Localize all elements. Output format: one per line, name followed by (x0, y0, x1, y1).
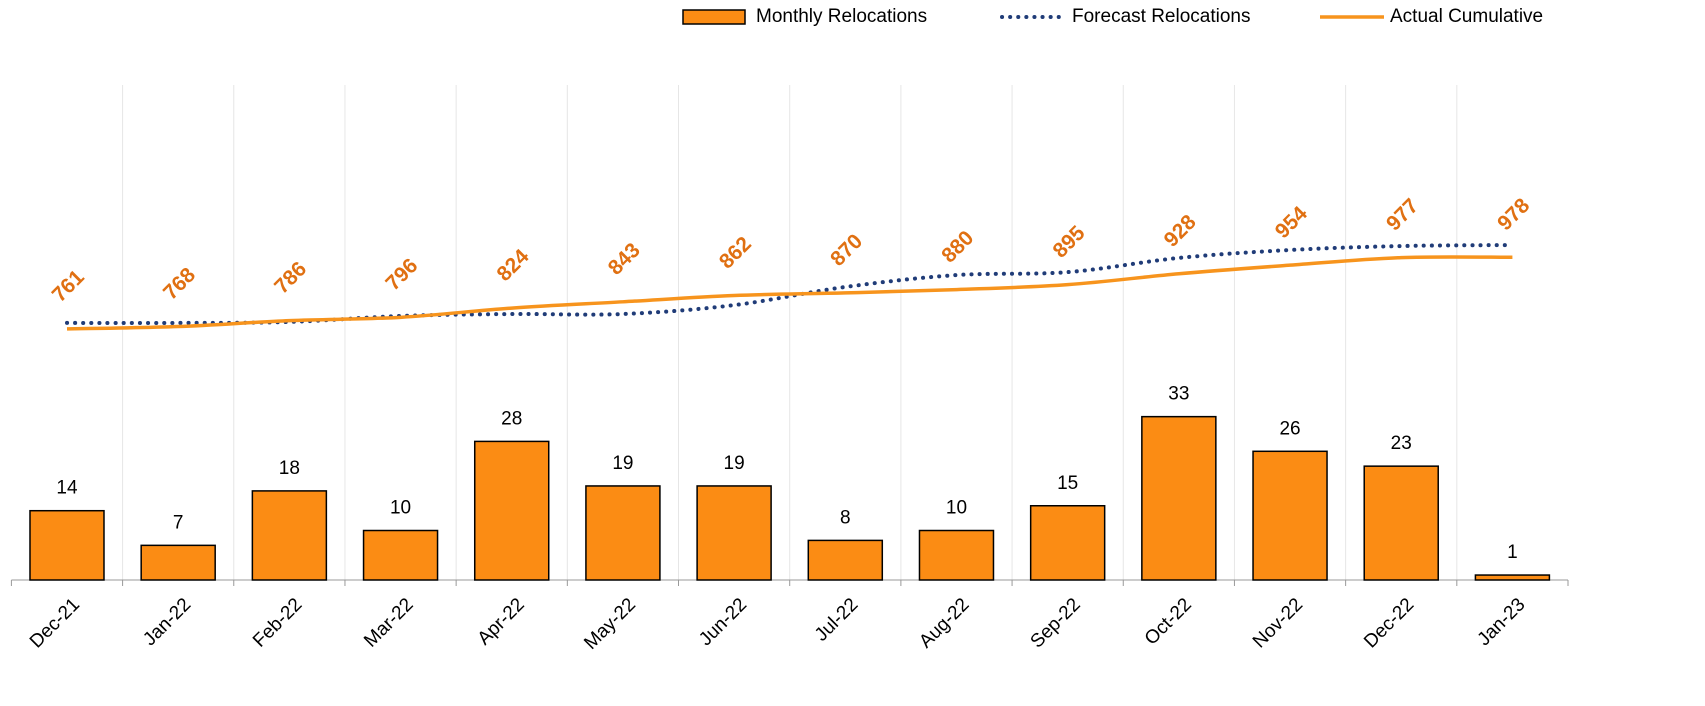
x-tick-label: May-22 (580, 594, 640, 654)
x-tick-label: Jun-22 (695, 594, 751, 650)
bar-value-label: 23 (1391, 433, 1412, 454)
cum-value-label: 761 (48, 265, 89, 306)
bar (1252, 450, 1328, 581)
bar-value-label: 26 (1279, 418, 1300, 439)
legend-label: Actual Cumulative (1390, 6, 1543, 27)
cum-value-label: 768 (159, 263, 200, 304)
bar-value-label: 33 (1168, 384, 1189, 405)
bar-value-label: 10 (946, 498, 967, 519)
cum-value-label: 796 (381, 254, 422, 295)
bar (807, 539, 884, 581)
x-tick-label: Dec-22 (1360, 594, 1418, 652)
bar (918, 529, 995, 581)
bar (696, 485, 772, 581)
x-tick-label: Jul-22 (811, 594, 862, 645)
cum-value-label: 786 (270, 257, 311, 298)
cum-value-label: 870 (826, 230, 867, 271)
cum-value-label: 895 (1048, 221, 1089, 262)
bar (1363, 465, 1439, 581)
x-tick-label: Jan-23 (1474, 594, 1530, 650)
cum-value-label: 977 (1382, 194, 1423, 235)
cum-value-label: 843 (604, 239, 645, 280)
x-tick-label: Sep-22 (1027, 594, 1085, 652)
x-tick-label: Aug-22 (915, 594, 973, 652)
cum-value-label: 880 (937, 226, 978, 267)
bar (251, 490, 328, 581)
cum-value-label: 978 (1493, 194, 1534, 235)
bar-value-label: 28 (501, 408, 522, 429)
legend-label: Monthly Relocations (756, 6, 927, 27)
bar (473, 440, 550, 581)
bar (1474, 574, 1551, 581)
bar (1029, 505, 1106, 581)
bar-value-label: 8 (840, 507, 851, 528)
bar-value-label: 7 (173, 512, 184, 533)
bar (140, 544, 216, 581)
bar (1141, 415, 1217, 581)
bar-value-label: 18 (279, 458, 300, 479)
bar-value-label: 14 (56, 478, 78, 499)
legend-swatch (682, 9, 746, 25)
bar-value-label: 10 (390, 498, 411, 519)
cum-value-label: 862 (715, 232, 756, 273)
bar-value-label: 19 (612, 453, 633, 474)
x-tick-label: Feb-22 (249, 594, 306, 651)
bar-value-label: 1 (1507, 542, 1518, 563)
x-tick-label: Apr-22 (474, 594, 529, 649)
cum-value-label: 824 (493, 245, 534, 286)
bar-value-label: 15 (1057, 473, 1078, 494)
x-tick-label: Jan-22 (139, 594, 195, 650)
cum-value-label: 928 (1160, 210, 1201, 251)
x-tick-label: Oct-22 (1141, 594, 1196, 649)
x-tick-label: Dec-21 (26, 594, 84, 652)
x-tick-label: Mar-22 (360, 594, 417, 651)
x-tick-label: Nov-22 (1249, 594, 1307, 652)
bar-value-label: 19 (724, 453, 745, 474)
cum-value-label: 954 (1271, 202, 1312, 243)
bar (29, 509, 105, 581)
bar (362, 529, 439, 581)
bar (585, 485, 661, 581)
line-solid (66, 255, 1513, 331)
legend-label: Forecast Relocations (1072, 6, 1250, 27)
